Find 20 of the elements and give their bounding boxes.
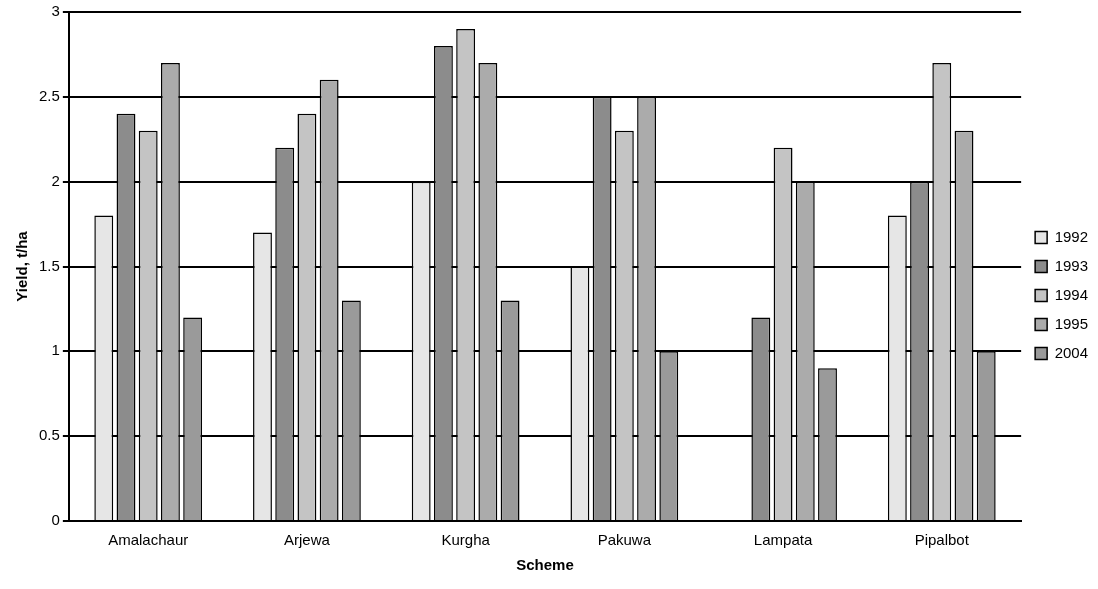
x-tick-label: Arjewa <box>283 531 331 549</box>
legend-label: 1994 <box>1054 285 1089 303</box>
legend-label: 2004 <box>1054 343 1089 361</box>
y-tick-label: 2 <box>51 171 60 189</box>
y-tick-label: 0 <box>51 511 60 529</box>
y-axis-title: Yield, t/ha <box>13 230 31 302</box>
legend-label: 1993 <box>1054 256 1089 274</box>
y-tick-label: 1.5 <box>38 256 60 274</box>
x-tick-label: Amalachaur <box>108 531 189 549</box>
legend-label: 1995 <box>1054 314 1089 332</box>
y-tick-label: 3 <box>51 2 60 20</box>
x-tick-label: Lampata <box>753 531 813 549</box>
x-axis-title: Scheme <box>516 556 574 574</box>
y-tick-label: 0.5 <box>38 426 60 444</box>
y-tick-label: 1 <box>51 341 60 359</box>
y-tick-label: 2.5 <box>38 86 60 104</box>
x-tick-label: Pakuwa <box>597 531 652 549</box>
x-tick-label: Kurgha <box>441 531 491 549</box>
x-tick-label: Pipalbot <box>914 531 970 549</box>
legend-label: 1992 <box>1054 227 1089 245</box>
